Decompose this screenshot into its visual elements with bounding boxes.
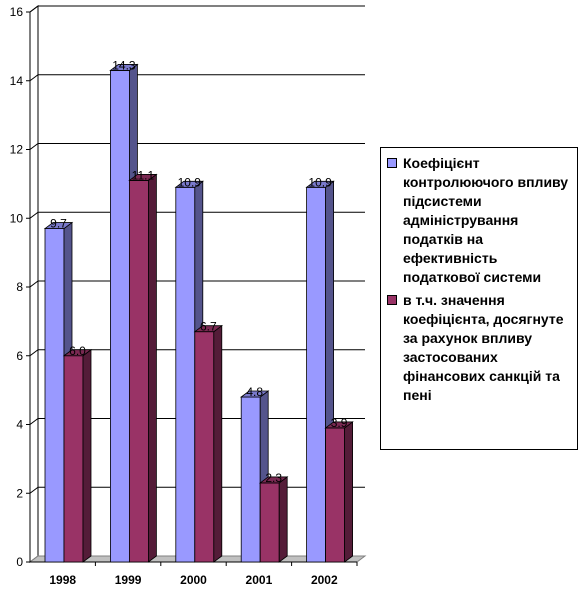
bar-top [62,349,93,357]
x-tick-label: 2001 [246,573,273,587]
y-tick-label: 16 [10,5,24,19]
y-tick-label: 14 [10,74,24,88]
bar-top [305,180,335,188]
data-label: 3.9 [331,416,348,430]
x-tick-label: 1998 [49,573,76,587]
gridline [29,349,365,357]
data-label: 9.7 [50,217,67,231]
bar-front [259,482,280,563]
data-label: 10.9 [178,175,202,189]
y-tick-label: 8 [16,280,23,294]
bar-side [278,476,288,563]
bar-top [239,390,270,398]
bar-side [213,324,223,563]
bar-top [43,222,74,229]
y-tick-label: 4 [16,418,23,432]
value-labels: 9.7 6.0 14.3 11.1 10.9 6.7 4.8 2.3 10.9 3.9 [50,58,348,485]
y-tick-label: 10 [10,211,24,225]
legend-label-series-2: в т.ч. значення коефіцієнта, досягнуте з… [403,292,564,403]
data-label: 14.3 [112,58,136,72]
bar-front [325,427,346,563]
legend-label-series-1: Коефіцієнт контролюючого впливу підсисте… [403,155,569,285]
y-tick-label: 0 [16,555,23,569]
legend-swatch-series-2 [387,295,397,305]
bars [43,63,354,563]
gridline [29,143,365,150]
gridline [29,211,365,219]
data-label: 6.7 [200,320,217,334]
bar-front [44,228,65,563]
x-tick-label: 1999 [115,573,142,587]
data-label: 10.9 [308,175,332,189]
bar-side [147,173,157,563]
gridline [29,280,365,288]
data-label: 2.3 [265,471,282,485]
y-tick-label: 6 [16,349,23,363]
bar-front [110,70,130,563]
bar-front [175,186,196,563]
bar-top [128,174,158,181]
bar-front [306,186,327,563]
bar-front [240,396,261,563]
x-tick-label: 2000 [180,573,207,587]
y-tick-label: 2 [16,486,23,500]
gridline [29,74,365,82]
bar-front [63,355,84,563]
bar-side [344,421,354,563]
bar-top [259,476,289,484]
data-label: 6.0 [69,344,86,358]
legend-item-series-1: Коефіцієнт контролюючого впливу підсисте… [387,154,573,287]
bar-top [109,64,139,71]
bar-side [82,348,92,563]
y-axis-ticks: 0 2 4 6 8 10 12 14 16 [10,5,30,569]
bar-top [174,180,205,188]
y-tick-label: 12 [10,143,24,157]
bar-top [193,325,224,333]
x-axis-labels: 1998 1999 2000 2001 2002 [49,562,358,587]
x-tick-label: 2002 [311,573,338,587]
legend: Коефіцієнт контролюючого впливу підсисте… [380,147,578,450]
legend-item-series-2: в т.ч. значення коефіцієнта, досягнуте з… [387,291,573,405]
data-label: 4.8 [246,385,263,399]
gridline [29,5,365,13]
data-label: 11.1 [132,168,155,182]
legend-swatch-series-1 [387,158,397,168]
bar-top [324,421,354,429]
gridlines [29,5,365,494]
bar-front [128,180,149,563]
bar-front [194,331,215,563]
